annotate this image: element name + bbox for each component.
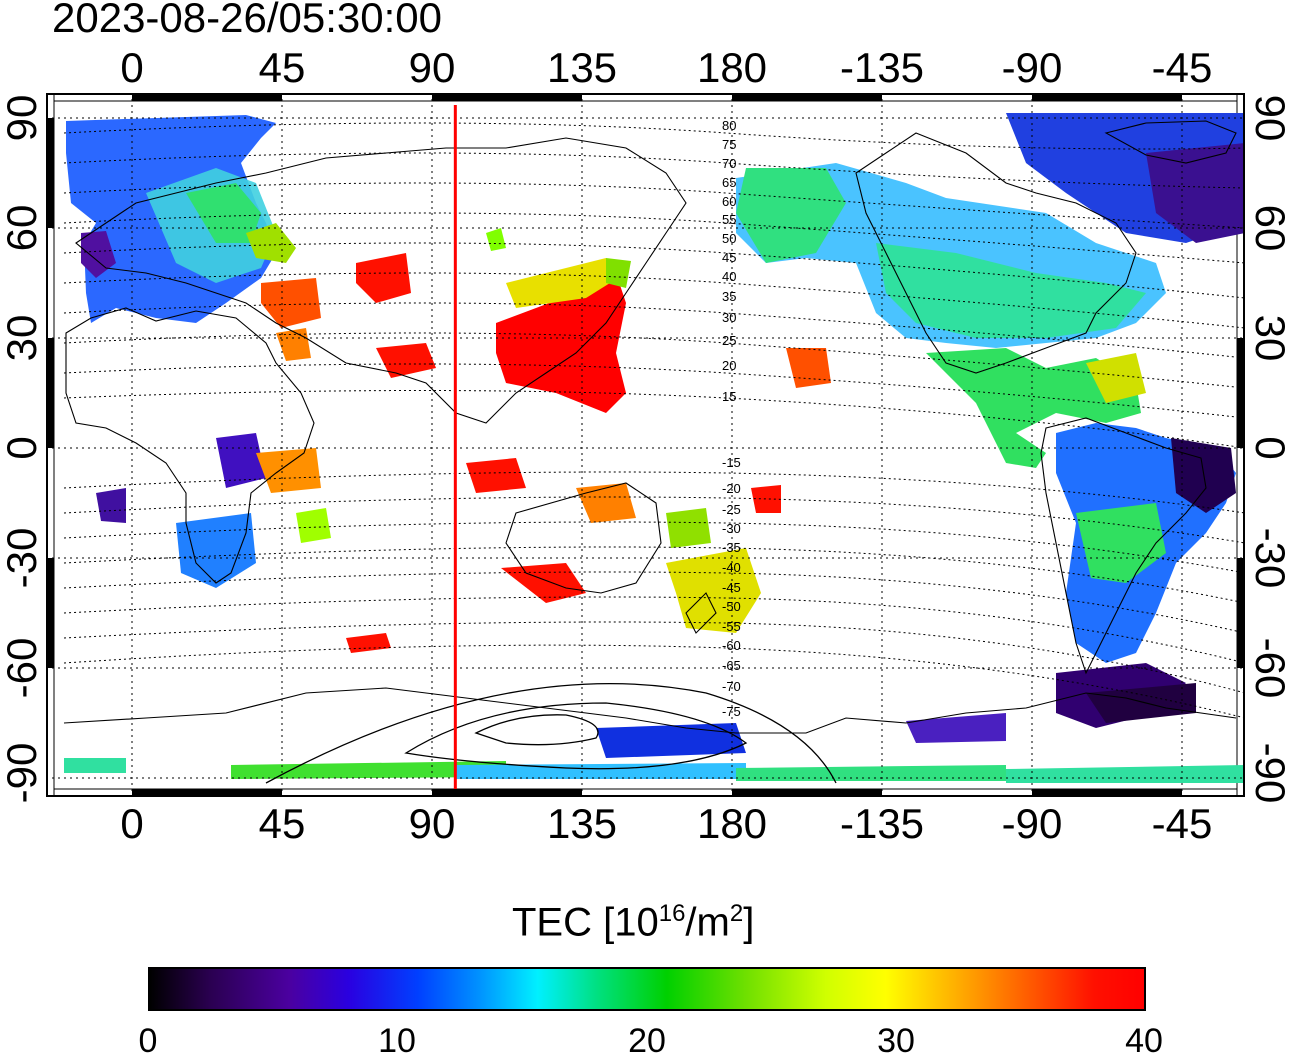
colorbar-label: 20 <box>628 1022 666 1060</box>
tec-data-patches <box>64 113 1245 783</box>
colorbar-title-exponent: 16 <box>658 900 686 927</box>
left-lat-tick: 30 <box>0 314 45 362</box>
right-lat-tick: -30 <box>1247 527 1294 589</box>
top-lon-tick: 90 <box>408 44 456 91</box>
magnetic-latitude-contours <box>63 122 1245 719</box>
contour-label: -45 <box>722 580 741 595</box>
contour-label: 15 <box>722 389 736 404</box>
colorbar-title-unit-exponent: 2 <box>729 900 744 927</box>
lat-lon-grid <box>46 93 1245 797</box>
contour-label: -70 <box>722 679 741 694</box>
contour-label: 35 <box>722 289 736 304</box>
contour-label: -40 <box>722 560 741 575</box>
timestamp: 2023-08-26/05:30:00 <box>52 0 442 41</box>
left-lat-tick: -60 <box>0 637 45 699</box>
left-lat-tick: -90 <box>0 742 45 804</box>
tec-map: 80 75 70 65 60 55 50 45 40 35 30 25 20 1… <box>46 93 1245 797</box>
bottom-lon-tick: 45 <box>258 800 306 847</box>
axis-scale-bars <box>46 93 1245 797</box>
contour-label: 20 <box>722 358 736 373</box>
colorbar-label: 40 <box>1125 1022 1163 1060</box>
bottom-lon-tick: 180 <box>696 800 768 847</box>
contour-label: 30 <box>722 310 736 325</box>
map-frame <box>46 93 1245 797</box>
bottom-lon-tick: 90 <box>408 800 456 847</box>
colorbar <box>148 967 1146 1011</box>
contour-label: 25 <box>722 333 736 348</box>
top-lon-tick: -135 <box>839 44 925 91</box>
contour-label: -65 <box>722 658 741 673</box>
contour-labels: 80 75 70 65 60 55 50 45 40 35 30 25 20 1… <box>722 118 741 719</box>
right-lat-tick: -90 <box>1247 742 1294 804</box>
colorbar-title-unit: /m <box>685 900 730 945</box>
contour-label: 70 <box>722 156 736 171</box>
contour-label: -60 <box>722 638 741 653</box>
colorbar-title: TEC [1016/m2] <box>512 900 754 945</box>
contour-label: -30 <box>722 521 741 536</box>
contour-label: -55 <box>722 619 741 634</box>
left-lat-tick: 90 <box>0 94 45 142</box>
left-lat-tick: -30 <box>0 527 45 589</box>
bottom-lon-tick: 0 <box>120 800 144 847</box>
top-lon-tick: 180 <box>696 44 768 91</box>
top-lon-tick: -90 <box>1001 44 1063 91</box>
bottom-lon-tick: -135 <box>839 800 925 847</box>
right-lat-tick: 60 <box>1247 204 1294 252</box>
left-lat-tick: 60 <box>0 204 45 252</box>
contour-label: -35 <box>722 540 741 555</box>
bottom-lon-tick: -45 <box>1151 800 1213 847</box>
colorbar-title-text: TEC [10 <box>512 900 659 945</box>
top-lon-tick: 0 <box>120 44 144 91</box>
top-lon-tick: 45 <box>258 44 306 91</box>
contour-label: -25 <box>722 502 741 517</box>
contour-label: -15 <box>722 455 741 470</box>
contour-label: -75 <box>722 704 741 719</box>
contour-label: -50 <box>722 599 741 614</box>
contour-label: 60 <box>722 194 736 209</box>
contour-label: 50 <box>722 231 736 246</box>
contour-label: -20 <box>722 481 741 496</box>
contour-label: 75 <box>722 137 736 152</box>
colorbar-label: 30 <box>877 1022 915 1060</box>
right-lat-tick: -60 <box>1247 637 1294 699</box>
contour-label: 55 <box>722 212 736 227</box>
colorbar-label: 0 <box>138 1022 158 1060</box>
coastlines <box>63 120 1237 734</box>
right-lat-tick: 30 <box>1247 314 1294 362</box>
contour-label: 45 <box>722 250 736 265</box>
contour-label: 40 <box>722 269 736 284</box>
top-lon-tick: 135 <box>546 44 618 91</box>
right-lat-tick: 0 <box>1247 436 1294 460</box>
left-lat-tick: 0 <box>0 436 45 460</box>
top-lon-tick: -45 <box>1151 44 1213 91</box>
contour-label: 80 <box>722 118 736 133</box>
bottom-lon-tick: -90 <box>1001 800 1063 847</box>
colorbar-title-end: ] <box>743 900 755 945</box>
colorbar-label: 10 <box>378 1022 416 1060</box>
right-lat-tick: 90 <box>1247 94 1294 142</box>
contour-label: 65 <box>722 175 736 190</box>
auroral-oval-contours <box>265 682 837 784</box>
bottom-lon-tick: 135 <box>546 800 618 847</box>
